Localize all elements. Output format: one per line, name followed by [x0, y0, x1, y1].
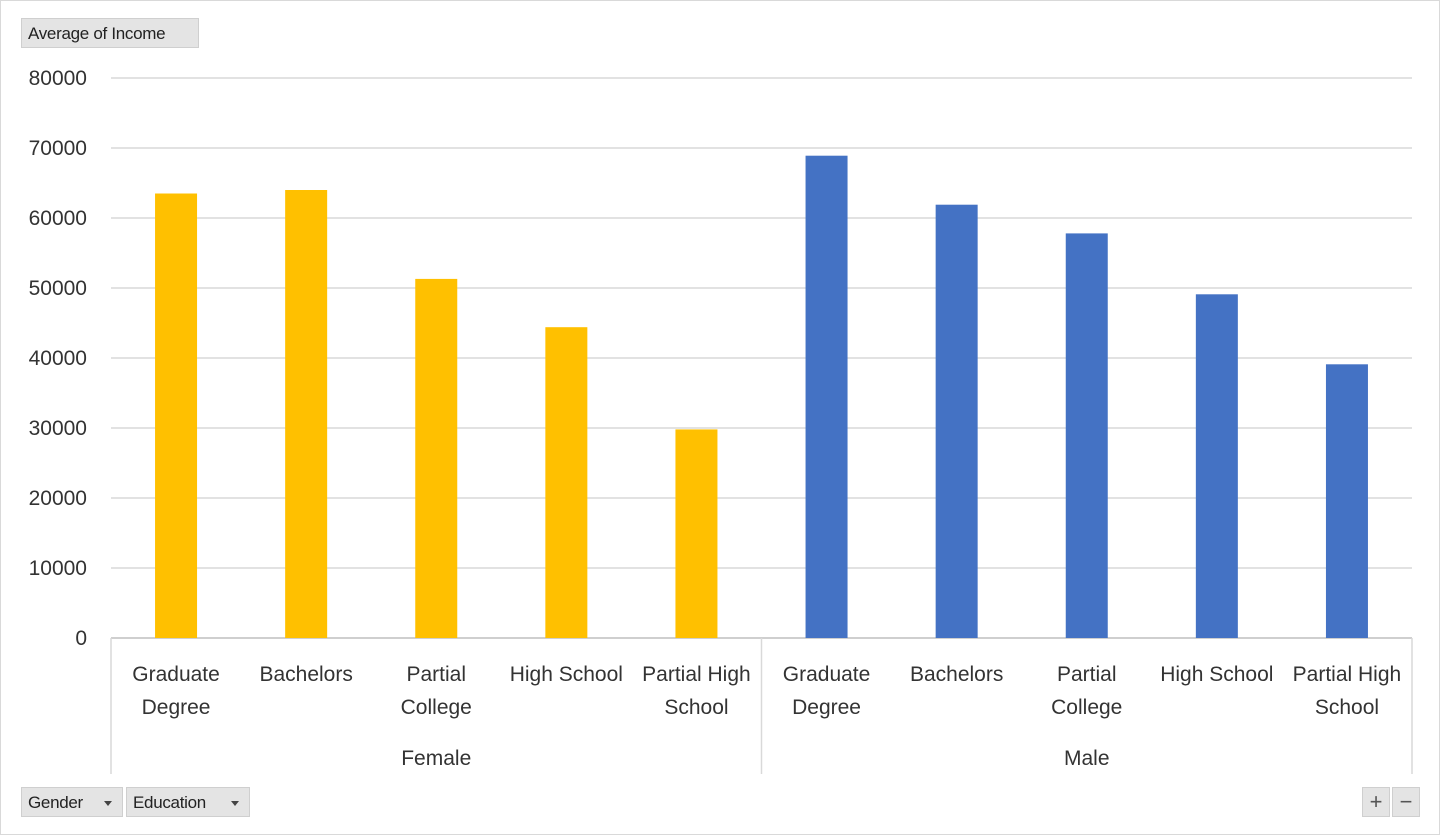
bar [155, 193, 198, 638]
x-category-label-line: Partial High [1293, 663, 1402, 686]
x-category-label-line: Bachelors [910, 663, 1003, 686]
gender-field-button[interactable]: Gender [21, 787, 123, 817]
x-category-label: Partial College [401, 663, 472, 719]
x-category-label: Graduate Degree [783, 663, 871, 719]
x-category-label: High School [1160, 663, 1273, 686]
y-tick-label: 60000 [29, 207, 87, 230]
x-category-label-line: Degree [142, 696, 211, 719]
x-group-label: Female [401, 747, 471, 770]
x-category-label: Partial High School [642, 663, 751, 719]
y-tick-label: 70000 [29, 137, 87, 160]
x-category-label: Bachelors [910, 663, 1003, 686]
x-category-label-line: Graduate [783, 663, 871, 686]
x-category-label-line: Partial [1057, 663, 1117, 686]
x-category-label-line: Degree [792, 696, 861, 719]
x-group-label: Male [1064, 747, 1110, 770]
x-category-label-line: High School [1160, 663, 1273, 686]
x-category-label-line: School [664, 696, 728, 719]
x-category-label-line: High School [510, 663, 623, 686]
x-category-label: Bachelors [259, 663, 352, 686]
bar [1065, 233, 1108, 638]
y-tick-label: 40000 [29, 347, 87, 370]
y-tick-label: 20000 [29, 487, 87, 510]
y-tick-label: 10000 [29, 557, 87, 580]
value-field-button[interactable]: Average of Income [21, 18, 199, 48]
x-category-label: Graduate Degree [132, 663, 220, 719]
x-category-label: High School [510, 663, 623, 686]
x-category-label: Partial College [1051, 663, 1122, 719]
x-category-label-line: Bachelors [259, 663, 352, 686]
x-category-label: Partial High School [1293, 663, 1402, 719]
y-tick-label: 50000 [29, 277, 87, 300]
gender-field-label: Gender [28, 793, 83, 812]
collapse-field-button[interactable]: − [1392, 787, 1420, 817]
dropdown-arrow-icon [104, 801, 112, 806]
bar [415, 278, 458, 638]
x-category-label-line: School [1315, 696, 1379, 719]
expand-field-button[interactable]: + [1362, 787, 1390, 817]
bar [1325, 364, 1368, 638]
bar [935, 204, 978, 638]
bar [1195, 294, 1238, 638]
dropdown-arrow-icon [231, 801, 239, 806]
x-category-label-line: College [401, 696, 472, 719]
y-tick-label: 0 [75, 627, 87, 650]
y-tick-label: 30000 [29, 417, 87, 440]
education-field-button[interactable]: Education [126, 787, 250, 817]
bar [675, 429, 718, 638]
education-field-label: Education [133, 793, 206, 812]
x-category-label-line: Partial High [642, 663, 751, 686]
x-category-label-line: College [1051, 696, 1122, 719]
x-category-label-line: Graduate [132, 663, 220, 686]
y-tick-label: 80000 [29, 67, 87, 90]
bar [545, 327, 588, 638]
bar [285, 190, 328, 638]
x-category-label-line: Partial [406, 663, 466, 686]
bar [805, 155, 848, 638]
